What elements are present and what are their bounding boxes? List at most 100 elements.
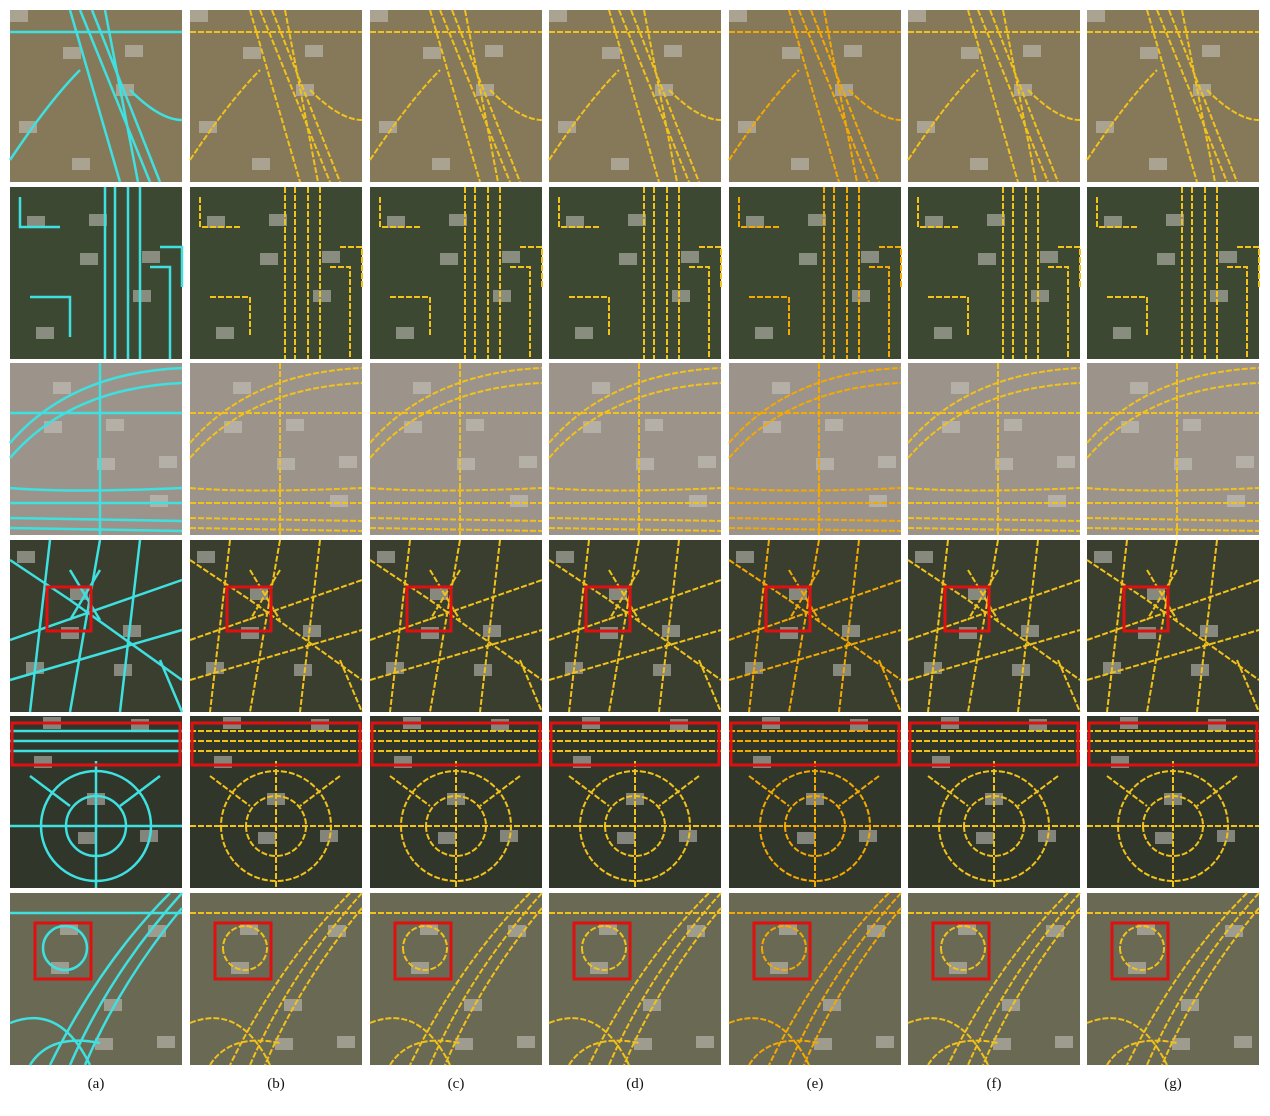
building [420,923,438,935]
road-line [548,527,722,532]
road-line [158,659,184,713]
building [951,382,969,394]
road-line [548,69,620,161]
road-line [568,539,590,713]
road-line [389,1039,461,1066]
building [878,456,896,468]
result-tile [549,716,721,888]
highlight-box [908,721,1080,767]
road-line [1086,382,1260,459]
building [80,253,98,265]
satellite-image [1087,187,1259,359]
road-line [608,569,640,621]
building [664,45,682,57]
road-line [189,382,363,459]
building [1121,421,1139,433]
road-line [340,246,363,287]
building [157,1036,175,1048]
road-line [28,539,52,713]
road-line [1196,539,1218,713]
road-line [330,266,351,359]
building [449,214,467,226]
column-label: (d) [626,1076,644,1092]
building [1219,251,1237,263]
highlight-box [33,921,93,981]
result-tile [907,892,1081,1066]
building [958,923,976,935]
road-line [439,9,511,183]
building [413,382,431,394]
result-tile [1086,363,1260,535]
building [942,421,960,433]
building [10,10,28,22]
building [260,253,278,265]
road-line [189,1017,271,1066]
building [1155,832,1173,844]
road-line [907,69,979,161]
result-tile [1087,716,1259,888]
road-line [728,487,902,492]
road-line [738,197,779,228]
column-label: (b) [267,1076,285,1092]
road-line [189,579,363,641]
road-line [1168,9,1238,183]
road-line [548,367,722,444]
result-tile [548,892,722,1066]
result-tile [548,9,722,183]
building [387,216,405,228]
road-line [28,1039,101,1066]
road-line [1227,266,1248,359]
result-tile [189,363,363,535]
column-label: (a) [88,1076,105,1092]
road-line [479,775,521,807]
road-line [90,9,162,183]
building [780,627,798,639]
result-tile [370,716,542,888]
building [1048,495,1066,507]
road-line [604,795,667,857]
road-line [728,559,902,681]
road-line [210,296,251,337]
building [159,456,177,468]
road-line [48,892,171,1066]
building [729,10,747,22]
road-line [189,629,363,681]
building [600,627,618,639]
building [696,1036,714,1048]
satellite-image [1087,363,1259,535]
building [396,327,414,339]
result-tile [907,539,1081,713]
highlight-box [190,721,362,767]
road-line [1181,9,1216,183]
road-line [189,559,363,681]
building [949,962,967,974]
result-tile [9,892,183,1066]
building [36,327,54,339]
building [44,421,62,433]
building [791,158,809,170]
building [746,216,764,228]
building [689,495,707,507]
road-line [245,795,308,857]
building [925,216,943,228]
building [970,158,988,170]
building [599,923,617,935]
building [485,45,503,57]
road-line [8,69,81,161]
road-line [608,9,660,183]
building [106,419,124,431]
building [1140,47,1158,59]
highlight-box [764,585,812,633]
road-line [189,517,363,522]
road-line [947,892,1069,1066]
road-line [9,628,183,682]
road-line [728,69,800,161]
road-line [907,579,1081,641]
building [736,551,754,563]
road-line [209,1039,281,1066]
result-tile [548,363,722,535]
road-line [249,892,363,1066]
road-line [569,296,610,337]
road-line [78,9,152,183]
building [558,121,576,133]
